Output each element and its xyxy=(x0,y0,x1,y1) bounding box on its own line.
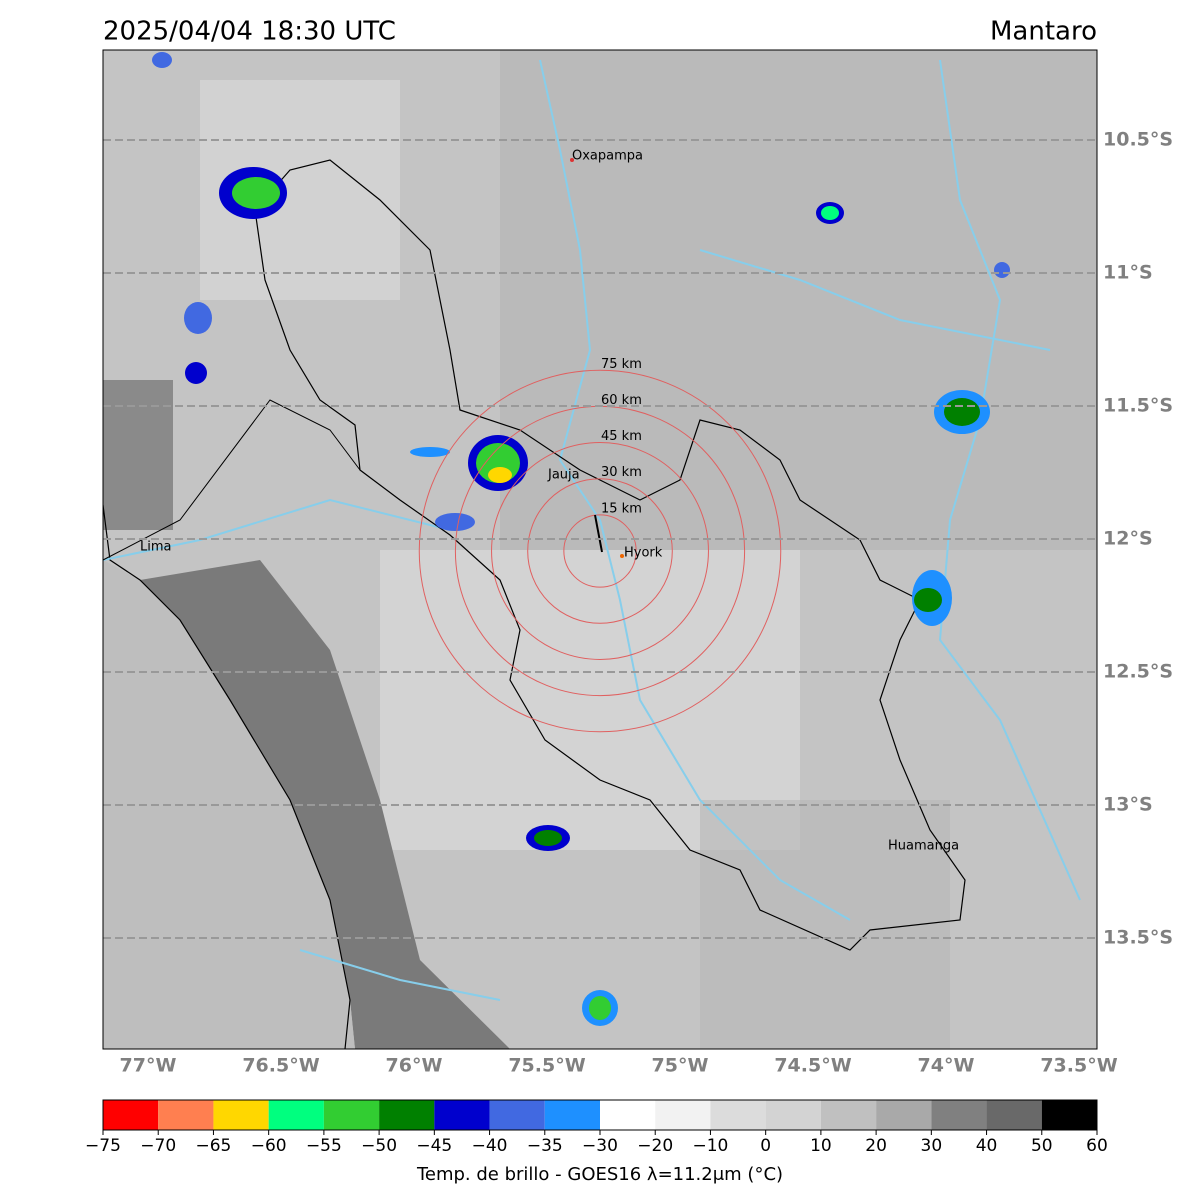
colorbar-tick-label: −55 xyxy=(306,1136,342,1156)
map: 15 km 30 km 45 km 60 km 75 km Oxapampa Jauja… xyxy=(103,50,1097,1049)
colorbar-bin xyxy=(103,1100,159,1130)
lon-label: 73.5°W xyxy=(1040,1055,1117,1077)
radar-beam xyxy=(594,514,603,553)
colorbar-bin xyxy=(158,1100,214,1130)
lon-label: 75.5°W xyxy=(508,1055,585,1077)
ring-label: 75 km xyxy=(601,357,642,372)
terrain xyxy=(500,50,1097,550)
colorbar-bin xyxy=(986,1100,1042,1130)
colorbar-bin xyxy=(213,1100,269,1130)
colorbar-bin xyxy=(544,1100,600,1130)
colorbar-tick-label: 30 xyxy=(921,1136,943,1156)
colorbar-tick-label: 50 xyxy=(1031,1136,1053,1156)
clouds xyxy=(152,52,1010,1026)
colorbar-tick-label: 60 xyxy=(1086,1136,1108,1156)
colorbar-tick-label: −75 xyxy=(85,1136,121,1156)
colorbar-bin xyxy=(820,1100,877,1130)
colorbar-label: Temp. de brillo - GOES16 λ=11.2μm (°C) xyxy=(416,1164,783,1185)
place-label: Oxapampa xyxy=(572,149,643,164)
colorbar-bin xyxy=(600,1100,656,1130)
colorbar-tick-label: 0 xyxy=(760,1136,771,1156)
colorbar-bin xyxy=(323,1100,380,1130)
place-label: Hyork xyxy=(624,546,663,561)
colorbar-tick-label: 20 xyxy=(865,1136,887,1156)
lon-label: 76°W xyxy=(386,1055,443,1077)
place-label: Jauja xyxy=(547,468,580,483)
colorbar-tick-label: −65 xyxy=(195,1136,231,1156)
colorbar-bin xyxy=(1041,1100,1097,1130)
colorbar-bin xyxy=(710,1100,766,1130)
colorbar-tick-label: 40 xyxy=(976,1136,998,1156)
colorbar-tick-label: −60 xyxy=(251,1136,287,1156)
colorbar-tick-label: −50 xyxy=(361,1136,397,1156)
colorbar-tick-label: −45 xyxy=(416,1136,452,1156)
colorbar-bin xyxy=(379,1100,435,1130)
place-label: Lima xyxy=(140,540,171,555)
region: Mantaro xyxy=(990,17,1097,47)
lat-label: 12.5°S xyxy=(1103,661,1173,683)
lat-label: 13.5°S xyxy=(1103,927,1173,949)
lon-label: 74°W xyxy=(918,1055,975,1077)
rivers xyxy=(103,59,1081,1001)
colorbar-bin xyxy=(434,1100,490,1130)
places: Oxapampa Jauja Hyork Lima Huamanga xyxy=(140,149,959,854)
colorbar-tick-label: −70 xyxy=(140,1136,176,1156)
lat-label: 11°S xyxy=(1103,262,1153,284)
map-frame xyxy=(102,49,1098,1050)
lon-label: 75°W xyxy=(652,1055,709,1077)
place-dot xyxy=(620,554,624,558)
coastline xyxy=(103,504,351,1049)
colorbar-tick-label: −20 xyxy=(637,1136,673,1156)
colorbar-tick-label: 10 xyxy=(810,1136,832,1156)
colorbar-tick-label: −30 xyxy=(582,1136,618,1156)
ring-label: 60 km xyxy=(601,393,642,408)
colorbar-bin xyxy=(931,1100,987,1130)
lat-label: 11.5°S xyxy=(1103,395,1173,417)
place-dot xyxy=(570,158,574,162)
boundary xyxy=(103,399,361,561)
terrain xyxy=(103,380,173,530)
lat-label: 10.5°S xyxy=(1103,129,1173,151)
lon-label: 74.5°W xyxy=(774,1055,851,1077)
range-ring xyxy=(491,442,709,660)
lon-label: 76.5°W xyxy=(242,1055,319,1077)
colorbar-bin xyxy=(765,1100,821,1130)
place-label: Huamanga xyxy=(888,839,959,854)
colorbar-tick-label: −35 xyxy=(527,1136,563,1156)
colorbar-bin xyxy=(876,1100,932,1130)
ring-label: 15 km xyxy=(601,501,642,516)
lon-label: 77°W xyxy=(120,1055,177,1077)
ring-label: 30 km xyxy=(601,465,642,480)
range-ring xyxy=(418,369,782,733)
colorbar-tick-label: −10 xyxy=(692,1136,728,1156)
colorbar-bin xyxy=(655,1100,711,1130)
range-ring xyxy=(563,514,637,588)
colorbar-bin xyxy=(489,1100,545,1130)
colorbar-tick-label: −40 xyxy=(472,1136,508,1156)
range-ring xyxy=(527,478,673,624)
colorbar-bin xyxy=(268,1100,324,1130)
title: 2025/04/04 18:30 UTC xyxy=(103,17,396,47)
ring-label: 45 km xyxy=(601,429,642,444)
lat-label: 12°S xyxy=(1103,528,1153,550)
lat-label: 13°S xyxy=(1103,794,1153,816)
